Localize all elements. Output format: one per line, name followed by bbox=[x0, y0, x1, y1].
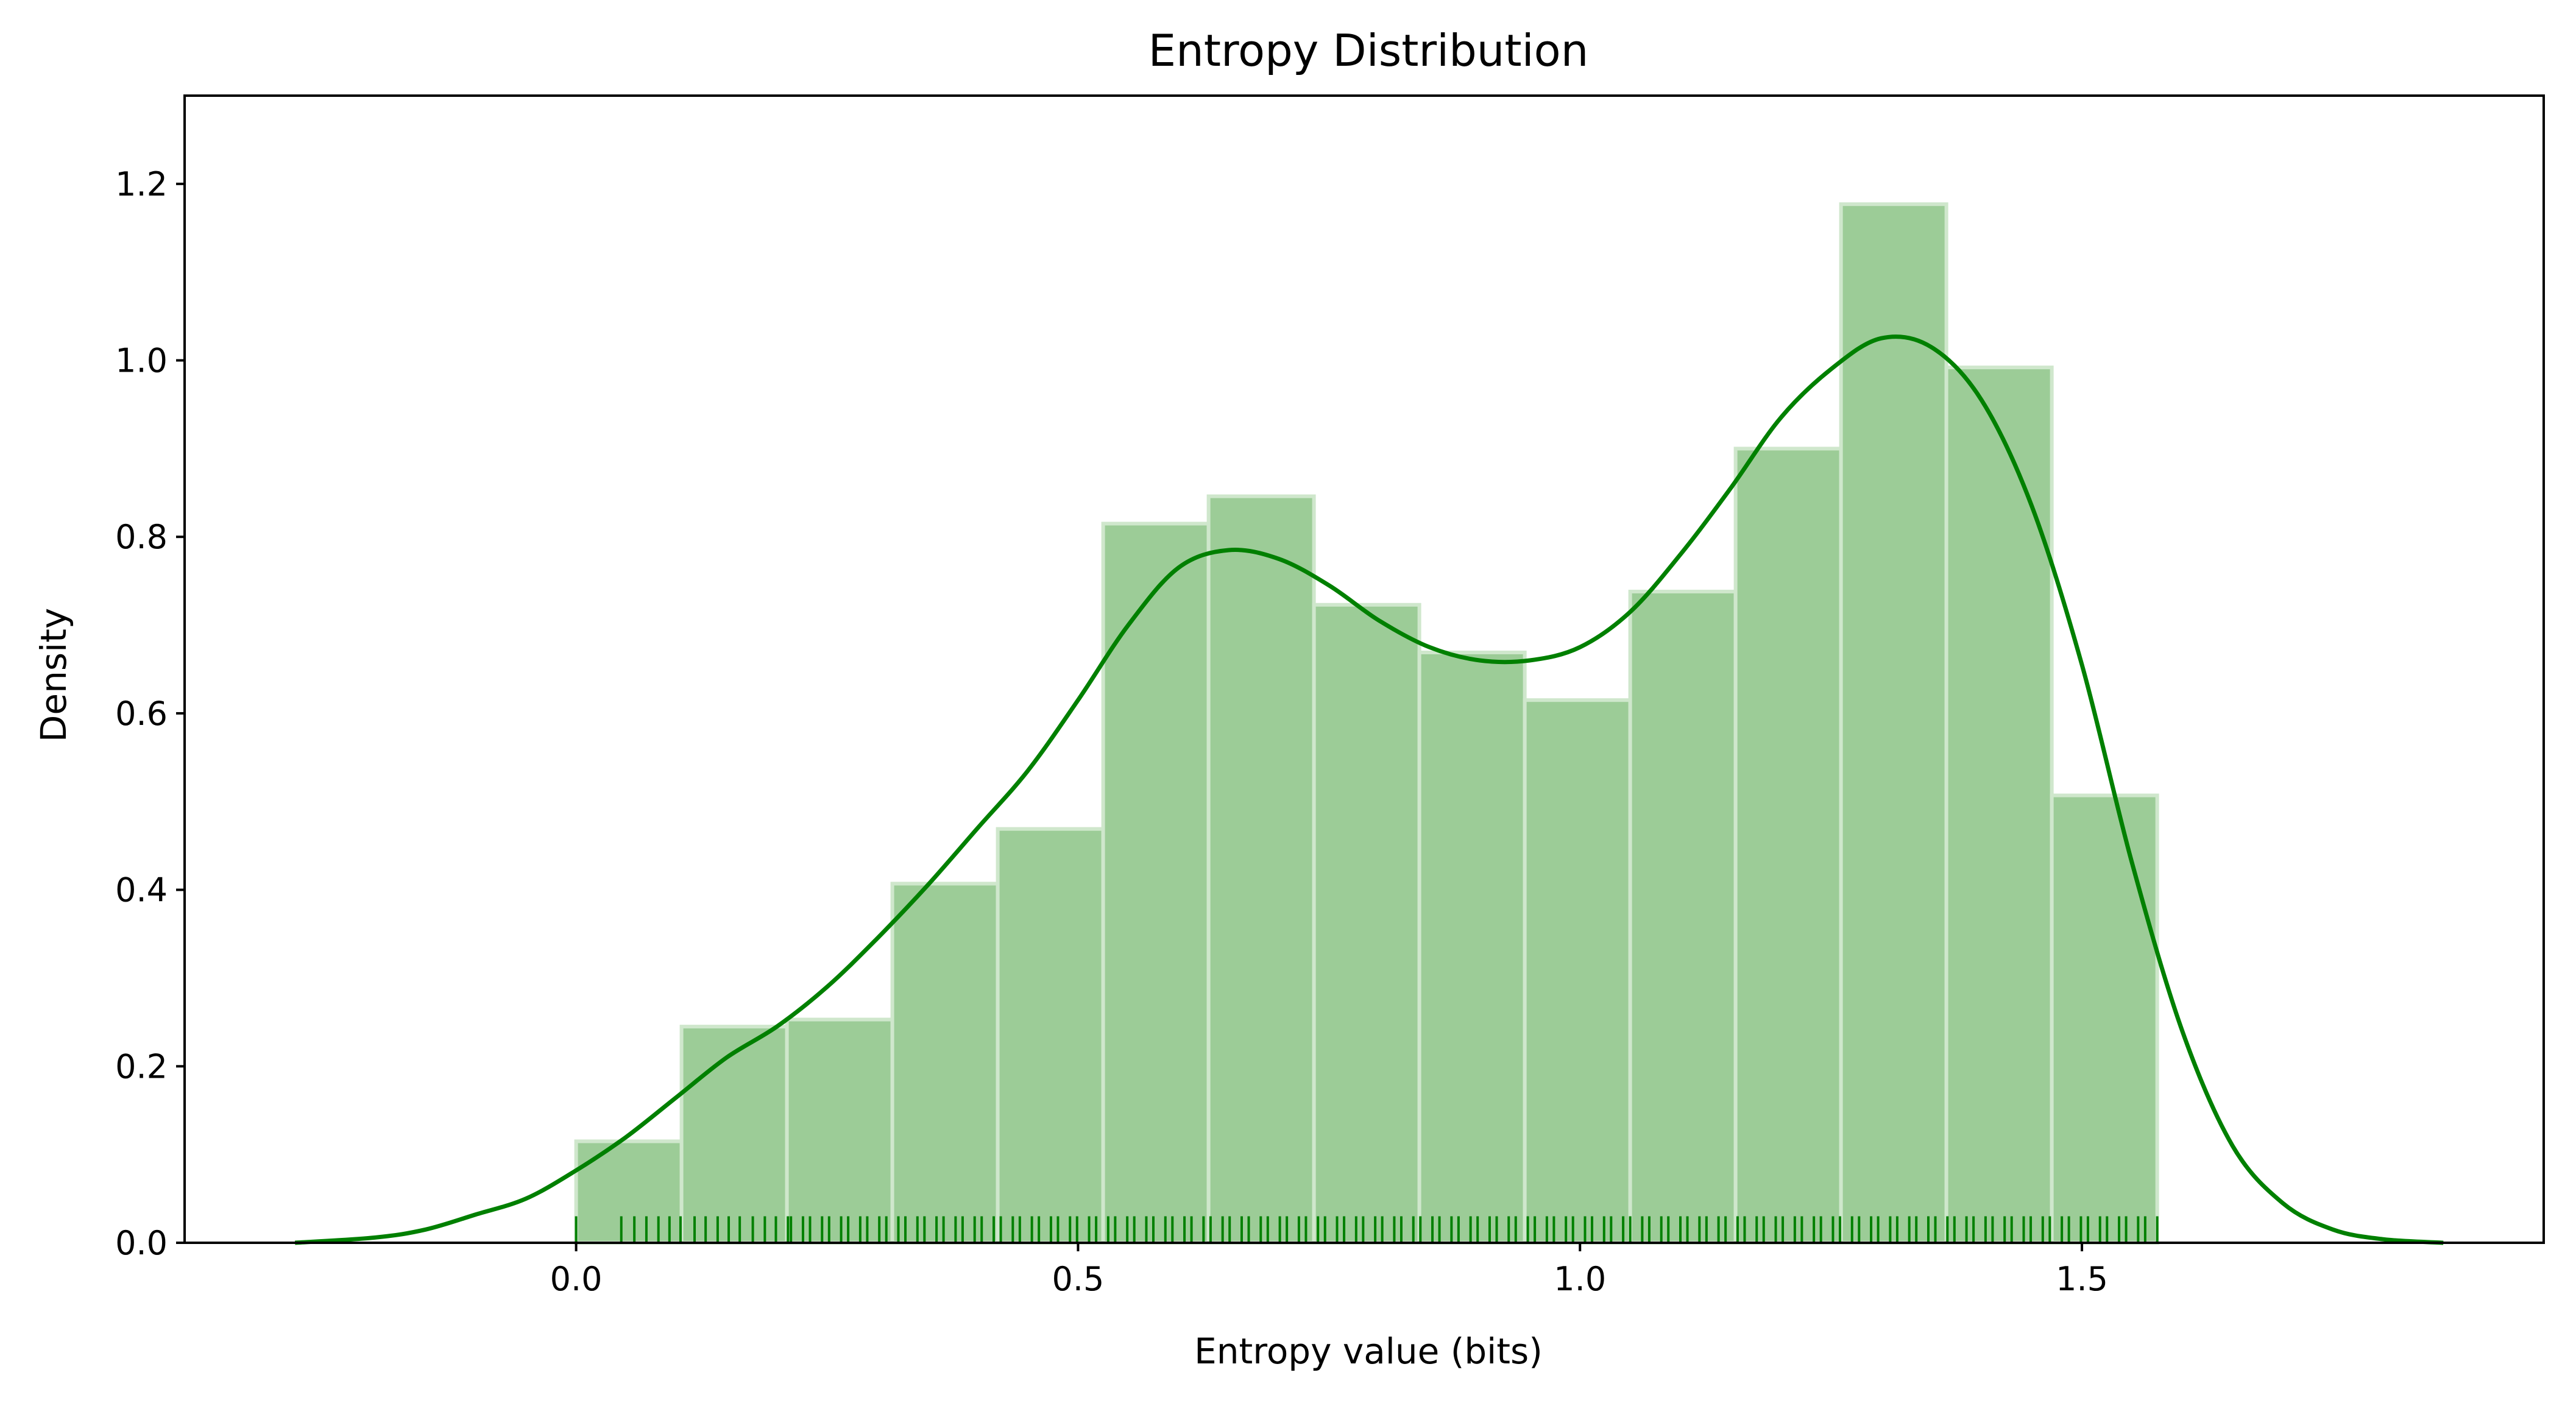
histogram-bar bbox=[1523, 698, 1632, 1245]
y-tick-label: 0.8 bbox=[115, 518, 168, 556]
x-tick-label: 0.0 bbox=[550, 1260, 603, 1298]
histogram-bar bbox=[2050, 793, 2159, 1245]
histogram-bar bbox=[1101, 521, 1211, 1245]
histogram-bar bbox=[1628, 590, 1738, 1245]
kde-curve bbox=[294, 334, 2444, 1245]
histogram-bar bbox=[574, 1139, 684, 1245]
y-axis-label: Density bbox=[33, 608, 74, 743]
y-tick-label: 0.2 bbox=[115, 1047, 168, 1086]
histogram-bar bbox=[1839, 202, 1948, 1245]
x-tick-label: 1.5 bbox=[2056, 1260, 2108, 1298]
histogram-bar bbox=[1312, 603, 1421, 1245]
y-tick-label: 0.4 bbox=[115, 871, 168, 910]
x-axis-ticks: 0.0 0.5 1.0 1.5 bbox=[550, 1243, 2108, 1298]
histogram-bar bbox=[1944, 366, 2054, 1245]
histogram-bar bbox=[1417, 650, 1527, 1245]
histogram-bar bbox=[1733, 447, 1843, 1245]
histogram-bar bbox=[890, 882, 1000, 1245]
y-tick-label: 1.0 bbox=[115, 342, 168, 380]
y-tick-label: 1.2 bbox=[115, 165, 168, 203]
histogram-bar bbox=[679, 1025, 789, 1245]
plot-area bbox=[294, 202, 2444, 1245]
y-tick-label: 0.6 bbox=[115, 694, 168, 733]
histogram-bar bbox=[996, 827, 1105, 1245]
y-tick-label: 0.0 bbox=[115, 1224, 168, 1262]
x-axis-label: Entropy value (bits) bbox=[1194, 1331, 1543, 1372]
plot-frame bbox=[183, 94, 2545, 1244]
y-axis-ticks: 0.0 0.2 0.4 0.6 0.8 1.0 1.2 bbox=[115, 165, 185, 1262]
chart-title: Entropy Distribution bbox=[1148, 25, 1589, 76]
x-tick-label: 1.0 bbox=[1554, 1260, 1606, 1298]
x-tick-label: 0.5 bbox=[1052, 1260, 1104, 1298]
histogram-bar bbox=[785, 1017, 894, 1245]
histogram-bar bbox=[1206, 494, 1316, 1245]
